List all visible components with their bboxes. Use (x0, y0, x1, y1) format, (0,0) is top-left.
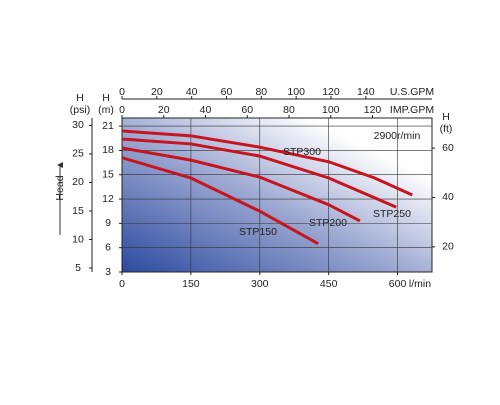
head-label: Head (54, 175, 66, 200)
top-tick-label: 120 (364, 104, 382, 116)
curve-label: STP250 (373, 208, 411, 220)
top-tick-label: 0 (119, 86, 125, 98)
top-tick-label: 100 (322, 104, 340, 116)
top-tick-label: 120 (322, 86, 340, 98)
y-unit: (m) (98, 104, 114, 116)
top-tick-label: 60 (241, 104, 253, 116)
curve (121, 129, 413, 197)
curve-label: STP300 (283, 146, 321, 158)
top-axis-label: U.S.GPM (390, 86, 434, 98)
ft-tick-label: 40 (442, 191, 454, 203)
top-tick-label: 0 (119, 104, 125, 116)
psi-tick-label: 15 (72, 205, 84, 217)
top-tick-label: 60 (221, 86, 233, 98)
y-tick-label: 21 (102, 120, 114, 132)
psi-tick-label: 20 (72, 176, 84, 188)
ft-tick-label: 20 (442, 241, 454, 253)
x-tick-label: 450 (320, 278, 338, 290)
y-tick-label: 9 (105, 217, 111, 229)
top-tick-label: 40 (200, 104, 212, 116)
psi-tick-label: 30 (72, 119, 84, 131)
y-tick-label: 6 (105, 241, 111, 253)
psi-label: H (76, 92, 84, 104)
curve-label: STP150 (239, 226, 277, 238)
x-tick-label: 300 (251, 278, 269, 290)
speed-box (372, 128, 422, 143)
curve (121, 156, 319, 245)
ft-tick-label: 60 (442, 142, 454, 154)
psi-tick-label: 10 (72, 233, 84, 245)
psi-tick-label: 5 (75, 262, 81, 274)
curve-label: STP200 (309, 217, 347, 229)
y-tick-label: 15 (102, 169, 114, 181)
top-tick-label: 80 (283, 104, 295, 116)
curve (121, 137, 397, 209)
x-tick-label: 150 (182, 278, 200, 290)
top-axis-label: IMP.GPM (390, 104, 434, 116)
top-tick-label: 20 (151, 86, 163, 98)
x-label: l/min (409, 278, 431, 290)
top-tick-label: 40 (186, 86, 198, 98)
x-tick-label: 600 (389, 278, 407, 290)
ft-label: H (442, 111, 450, 123)
x-tick-label: 0 (119, 278, 125, 290)
y-tick-label: 3 (105, 266, 111, 278)
y-tick-label: 18 (102, 144, 114, 156)
psi-tick-label: 25 (72, 148, 84, 160)
top-tick-label: 100 (287, 86, 305, 98)
top-tick-label: 140 (357, 86, 375, 98)
top-tick-label: 20 (158, 104, 170, 116)
top-tick-label: 80 (255, 86, 267, 98)
speed-label: 2900r/min (374, 130, 421, 142)
y-tick-label: 12 (102, 193, 114, 205)
curve (121, 146, 361, 223)
psi-unit: (psi) (70, 104, 90, 116)
ft-unit: (ft) (440, 123, 453, 135)
y-label: H (102, 92, 110, 104)
